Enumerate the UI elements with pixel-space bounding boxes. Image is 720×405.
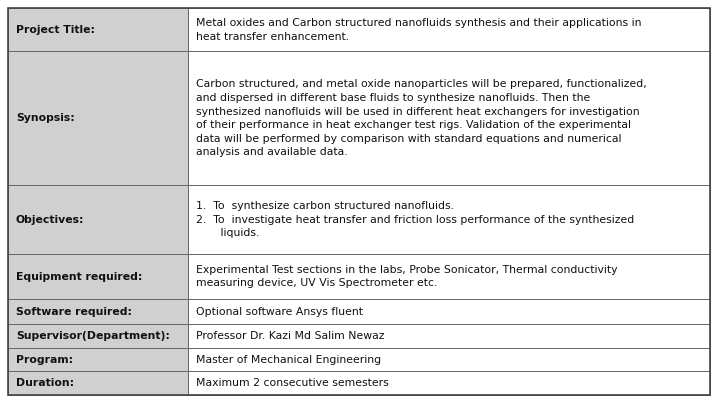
Text: Professor Dr. Kazi Md Salim Newaz: Professor Dr. Kazi Md Salim Newaz (196, 331, 384, 341)
Bar (188, 324, 710, 348)
Bar (8, 299, 188, 324)
Text: Synopsis:: Synopsis: (16, 113, 75, 123)
Text: Program:: Program: (16, 355, 73, 365)
Bar (8, 348, 188, 371)
Text: Metal oxides and Carbon structured nanofluids synthesis and their applications i: Metal oxides and Carbon structured nanof… (196, 18, 642, 41)
Text: Optional software Ansys fluent: Optional software Ansys fluent (196, 307, 363, 317)
Text: Experimental Test sections in the labs, Probe Sonicator, Thermal conductivity
me: Experimental Test sections in the labs, … (196, 265, 618, 288)
Text: 1.  To  synthesize carbon structured nanofluids.
2.  To  investigate heat transf: 1. To synthesize carbon structured nanof… (196, 201, 634, 238)
Text: Maximum 2 consecutive semesters: Maximum 2 consecutive semesters (196, 378, 389, 388)
Text: Equipment required:: Equipment required: (16, 271, 143, 281)
Bar (188, 348, 710, 371)
Text: Carbon structured, and metal oxide nanoparticles will be prepared, functionalize: Carbon structured, and metal oxide nanop… (196, 79, 647, 157)
Bar (188, 51, 710, 185)
Bar (188, 371, 710, 395)
Text: Master of Mechanical Engineering: Master of Mechanical Engineering (196, 355, 381, 365)
Bar (8, 8, 188, 51)
Text: Software required:: Software required: (16, 307, 132, 317)
Bar (188, 185, 710, 254)
Bar (188, 299, 710, 324)
Bar (8, 254, 188, 299)
Bar (188, 254, 710, 299)
Text: Project Title:: Project Title: (16, 25, 95, 35)
Bar (8, 51, 188, 185)
Bar (8, 324, 188, 348)
Text: Supervisor(Department):: Supervisor(Department): (16, 331, 170, 341)
Bar (8, 371, 188, 395)
Text: Objectives:: Objectives: (16, 215, 84, 225)
Bar (188, 8, 710, 51)
Bar (8, 185, 188, 254)
Text: Duration:: Duration: (16, 378, 74, 388)
